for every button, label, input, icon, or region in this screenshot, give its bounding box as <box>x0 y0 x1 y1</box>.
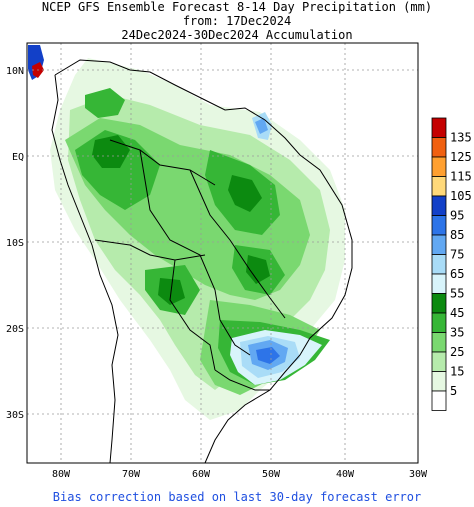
legend-label: 75 <box>450 248 464 262</box>
legend-swatch <box>431 351 447 372</box>
accumulation-period: 24Dec2024-30Dec2024 Accumulation <box>121 28 353 42</box>
forecast-issue-date: from: 17Dec2024 <box>182 14 292 28</box>
country-borders <box>51 59 353 464</box>
legend-swatch <box>431 312 447 333</box>
legend-label: 95 <box>450 209 464 223</box>
latitude-labels: 10N EQ 10S 20S 30S <box>6 66 24 421</box>
legend-swatch <box>431 293 447 314</box>
lat-label-10s: 10S <box>6 238 24 249</box>
precip-band-35 <box>85 88 125 118</box>
lat-label-20s: 20S <box>6 324 24 335</box>
legend-label: 115 <box>450 170 472 184</box>
legend-swatch <box>431 332 447 353</box>
legend-label: 55 <box>450 287 464 301</box>
legend-label: 25 <box>450 345 464 359</box>
legend-label: 105 <box>450 189 472 203</box>
legend-swatch <box>431 254 447 275</box>
legend-swatch <box>431 156 447 177</box>
lon-label-30w: 30W <box>409 469 428 480</box>
legend-label: 65 <box>450 267 464 281</box>
legend-label: 5 <box>450 384 457 398</box>
precip-band-45 <box>228 175 262 212</box>
legend-label: 35 <box>450 326 464 340</box>
legend-swatch <box>431 234 447 255</box>
legend-swatch <box>431 176 447 197</box>
legend-label: 45 <box>450 306 464 320</box>
longitude-labels: 80W 70W 60W 50W 40W 30W <box>52 469 428 480</box>
precip-band-85 <box>256 347 280 364</box>
legend-label: 125 <box>450 150 472 164</box>
legend-swatch <box>431 273 447 294</box>
bias-correction-note: Bias correction based on last 30-day for… <box>52 490 422 504</box>
map-frame <box>26 42 419 464</box>
legend-label: 15 <box>450 365 464 379</box>
grid-lines <box>27 43 418 463</box>
lat-label-10n: 10N <box>6 66 24 77</box>
lon-label-40w: 40W <box>336 469 355 480</box>
legend-swatch <box>431 117 447 138</box>
lat-label-eq: EQ <box>12 152 24 163</box>
legend-label: 85 <box>450 228 464 242</box>
lat-label-30s: 30S <box>6 410 24 421</box>
legend-swatch <box>431 137 447 158</box>
precip-band-45 <box>246 255 270 284</box>
lon-label-70w: 70W <box>122 469 141 480</box>
precip-band-75 <box>255 118 268 134</box>
legend-swatch <box>431 195 447 216</box>
legend-label: 135 <box>450 131 472 145</box>
legend-swatch <box>431 371 447 392</box>
map-title: NCEP GFS Ensemble Forecast 8-14 Day Prec… <box>41 0 433 14</box>
lon-label-80w: 80W <box>52 469 71 480</box>
precip-legend: 135 125 115 105 95 85 75 65 55 45 35 25 15 5 <box>431 117 472 411</box>
lon-label-60w: 60W <box>192 469 211 480</box>
lon-label-50w: 50W <box>262 469 281 480</box>
legend-swatch <box>431 215 447 236</box>
legend-swatch <box>431 390 447 411</box>
